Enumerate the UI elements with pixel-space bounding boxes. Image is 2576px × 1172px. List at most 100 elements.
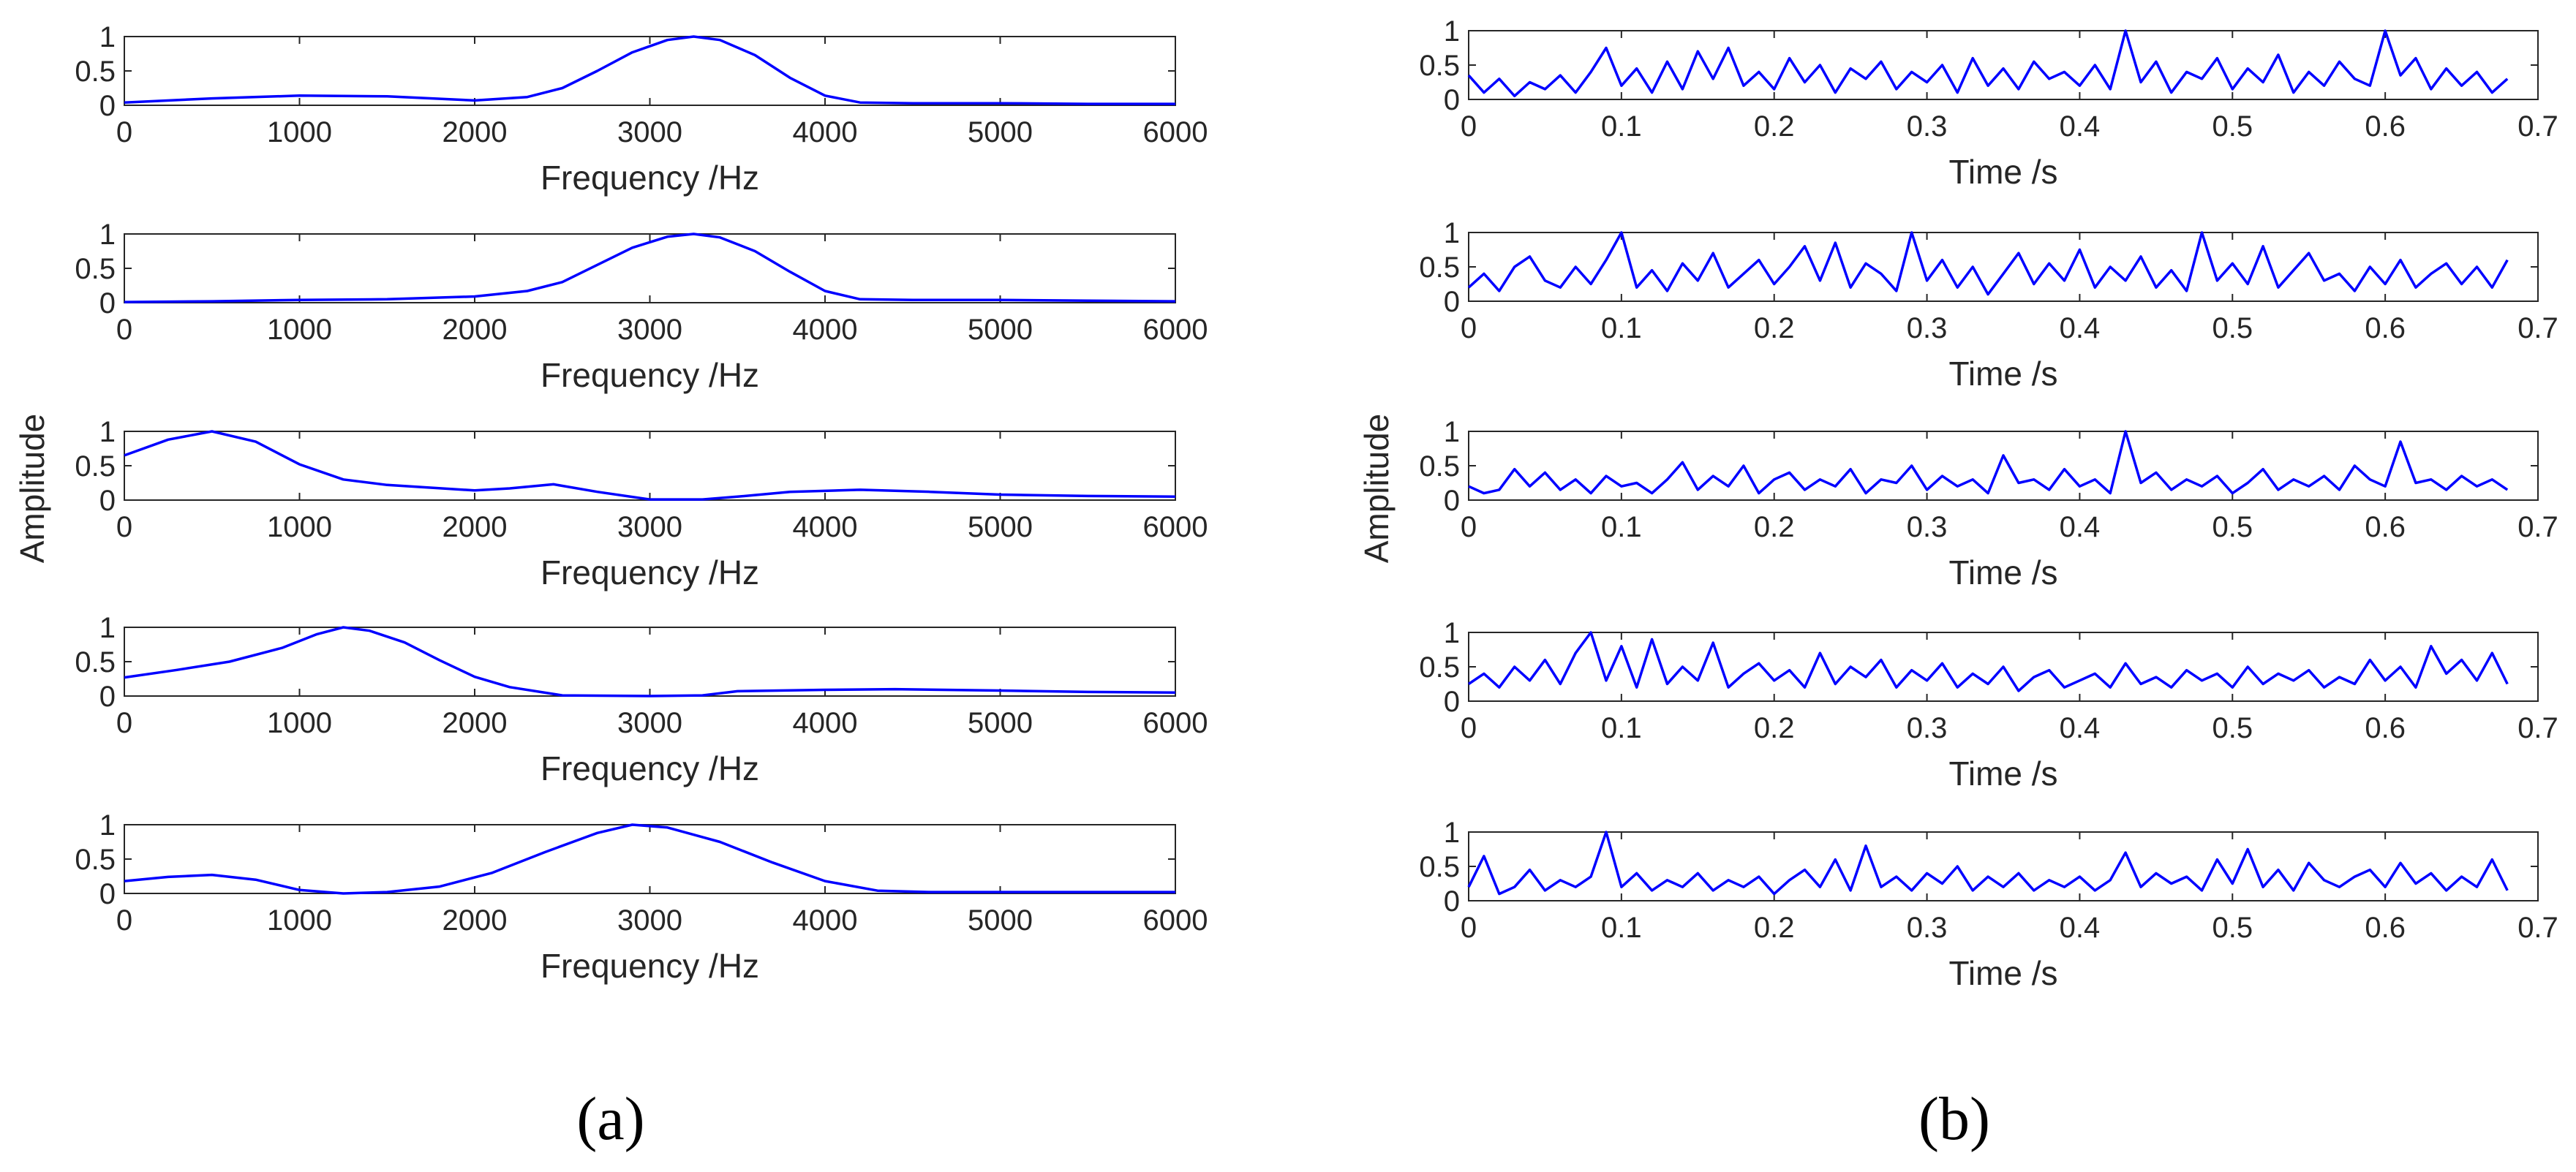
panel-a-subplot-1-xtick-label: 0 [116, 116, 132, 148]
panel-a-subplot-4-series-line [124, 626, 1176, 697]
panel-a-subplot-1-xlabel: Frequency /Hz [541, 159, 759, 197]
panel-b-subplot-3-xlabel: Time /s [1948, 553, 2057, 591]
panel-a-subplot-3-xlabel: Frequency /Hz [541, 553, 759, 591]
panel-b-subplot-5-xtick-label: 0.5 [2212, 912, 2253, 944]
panel-b-subplot-1-xtick-label: 0.6 [2365, 110, 2406, 143]
panel-b-subplot-2-ytick-label: 0 [1444, 286, 1460, 318]
panel-a-subplot-3-xtick-label: 6000 [1143, 511, 1208, 543]
panel-b-subplot-4-xlabel: Time /s [1948, 755, 2057, 793]
panel-b-label: (b) [1918, 1085, 1990, 1153]
panel-b-subplot-4-xtick-label: 0.1 [1601, 712, 1642, 744]
panel-a-subplot-5-ytick-label: 0.5 [75, 844, 116, 876]
panel-a-subplot-3-series-line [124, 430, 1176, 501]
panel-b-subplot-1-xtick-label: 0.7 [2517, 110, 2558, 143]
panel-a-subplot-2-xtick-label: 5000 [968, 314, 1033, 346]
panel-a-subplot-5-xtick-label: 4000 [793, 904, 858, 937]
panel-a-subplot-3-xtick-label: 5000 [968, 511, 1033, 543]
panel-a-subplot-2-ytick-label: 0.5 [75, 253, 116, 285]
panel-b-subplot-2-xtick-label: 0.2 [1754, 312, 1795, 344]
panel-b-subplot-3-xtick-label: 0 [1461, 511, 1477, 543]
panel-b-subplot-5-ytick-label: 0 [1444, 885, 1460, 918]
panel-b-subplot-5-xtick-label: 0.1 [1601, 912, 1642, 944]
panel-a-subplot-4-xtick-label: 4000 [793, 707, 858, 739]
panel-a-subplot-2-xtick-label: 3000 [617, 314, 682, 346]
panel-a-subplot-4-xtick-label: 5000 [968, 707, 1033, 739]
panel-b-subplot-2-ytick-label: 0.5 [1419, 252, 1460, 284]
panel-b-subplot-4-xtick-label: 0.5 [2212, 712, 2253, 744]
panel-a-subplot-5-xtick-label: 6000 [1143, 904, 1208, 937]
panel-a-subplot-1-xtick-label: 2000 [442, 116, 508, 148]
panel-b-subplot-2-xlabel: Time /s [1948, 355, 2057, 393]
panel-b-subplot-1-xtick-label: 0.1 [1601, 110, 1642, 143]
panel-b-subplot-3-series-line [1468, 430, 2509, 495]
panel-a-subplot-4: 0 1000 2000 3000 4000 5000 6000 00.51 Frequency … [75, 612, 1208, 787]
panel-a-subplot-1-xtick-label: 5000 [968, 116, 1033, 148]
panel-a-subplot-3-xtick-label: 1000 [267, 511, 332, 543]
panel-a-subplot-3: 0 1000 2000 3000 4000 5000 6000 00.51 Frequency … [75, 416, 1208, 591]
panel-b-subplot-3-xtick-label: 0.1 [1601, 511, 1642, 543]
panel-b-subplot-2-xtick-label: 0.6 [2365, 312, 2406, 344]
panel-b-subplot-4-xtick-label: 0 [1461, 712, 1477, 744]
panel-a-subplot-1-ytick-label: 1 [99, 21, 116, 53]
panel-b-subplot-1-xlabel: Time /s [1948, 153, 2057, 191]
panel-a-subplot-3-ytick-label: 1 [99, 416, 116, 448]
panel-b-subplot-2-xtick-label: 0 [1461, 312, 1477, 344]
panel-b-subplot-3-xtick-label: 0.2 [1754, 511, 1795, 543]
panel-a-subplot-5-xlabel: Frequency /Hz [541, 947, 759, 985]
panel-a-subplot-5-ytick-label: 0 [99, 878, 116, 910]
panel-b-subplot-4-xtick-label: 0.3 [1907, 712, 1948, 744]
panel-b-subplot-2-xtick-label: 0.4 [2060, 312, 2101, 344]
panel-a-label: (a) [576, 1085, 644, 1153]
panel-a-subplot-4-xtick-label: 2000 [442, 707, 508, 739]
panel-a-subplot-1-xtick-label: 3000 [617, 116, 682, 148]
panel-a-subplot-4-xtick-label: 1000 [267, 707, 332, 739]
panel-a-subplot-4-xtick-label: 0 [116, 707, 132, 739]
panel-a-ylabel: Amplitude [13, 414, 51, 564]
panel-b-subplot-1-ytick-label: 0 [1444, 84, 1460, 116]
panel-b-subplot-2-xtick-label: 0.5 [2212, 312, 2253, 344]
panel-a-subplot-2-xtick-label: 0 [116, 314, 132, 346]
panel-a: Amplitude 0 1000 2000 3000 4000 5000 600000.51… [13, 21, 1208, 1153]
panel-b-subplot-1-xtick-label: 0.2 [1754, 110, 1795, 143]
panel-a-subplot-2-xtick-label: 6000 [1143, 314, 1208, 346]
panel-b-subplot-2-ytick-label: 1 [1444, 217, 1460, 249]
panel-b-subplot-3-xtick-label: 0.7 [2517, 511, 2558, 543]
panel-b-subplot-5-xtick-label: 0.3 [1907, 912, 1948, 944]
panel-a-subplot-3-xtick-label: 3000 [617, 511, 682, 543]
panel-b-subplot-4-xtick-label: 0.4 [2060, 712, 2101, 744]
panel-b-subplot-3-ytick-label: 1 [1444, 416, 1460, 448]
panel-a-subplot-4-xtick-label: 6000 [1143, 707, 1208, 739]
panel-b-subplot-4-xtick-label: 0.6 [2365, 712, 2406, 744]
panel-a-subplot-4-xtick-label: 3000 [617, 707, 682, 739]
panel-b-subplot-2-xtick-label: 0.1 [1601, 312, 1642, 344]
panel-b-subplot-5-ytick-label: 1 [1444, 817, 1460, 849]
panel-b-subplot-4-xtick-label: 0.7 [2517, 712, 2558, 744]
panel-b-subplot-1-xtick-label: 0 [1461, 110, 1477, 143]
panel-a-subplot-3-ytick-label: 0 [99, 485, 116, 517]
panel-b-subplot-5-xtick-label: 0.7 [2517, 912, 2558, 944]
panel-a-subplot-2-ytick-label: 0 [99, 287, 116, 320]
panel-a-subplot-5-xtick-label: 2000 [442, 904, 508, 937]
panel-a-subplot-4-xlabel: Frequency /Hz [541, 749, 759, 787]
panel-b-subplot-1-xtick-label: 0.3 [1907, 110, 1948, 143]
panel-b-subplot-2-xtick-label: 0.7 [2517, 312, 2558, 344]
panel-b-subplot-4-ytick-label: 1 [1444, 617, 1460, 649]
panel-a-subplot-5-xtick-label: 5000 [968, 904, 1033, 937]
panel-a-subplot-4-ytick-label: 0.5 [75, 646, 116, 678]
panel-b-subplot-1-xtick-label: 0.5 [2212, 110, 2253, 143]
panel-b-subplot-3-xtick-label: 0.5 [2212, 511, 2253, 543]
panel-a-subplot-1-series-line [124, 35, 1175, 105]
panel-a-subplot-1-ytick-label: 0 [99, 90, 116, 122]
panel-a-subplot-3-xtick-label: 2000 [442, 511, 508, 543]
panel-a-subplot-3-xtick-label: 0 [116, 511, 132, 543]
panel-a-subplot-5-series-line [124, 823, 1175, 895]
panel-b-subplot-1-xtick-label: 0.4 [2060, 110, 2101, 143]
panel-a-subplot-2: 0 1000 2000 3000 4000 5000 6000 00.51 Frequency … [75, 219, 1208, 394]
panel-a-subplot-1-xtick-label: 4000 [793, 116, 858, 148]
panel-b-subplot-3-xtick-label: 0.4 [2060, 511, 2101, 543]
panel-a-subplot-2-xlabel: Frequency /Hz [541, 356, 759, 394]
panel-b-subplot-5-xtick-label: 0.4 [2060, 912, 2101, 944]
